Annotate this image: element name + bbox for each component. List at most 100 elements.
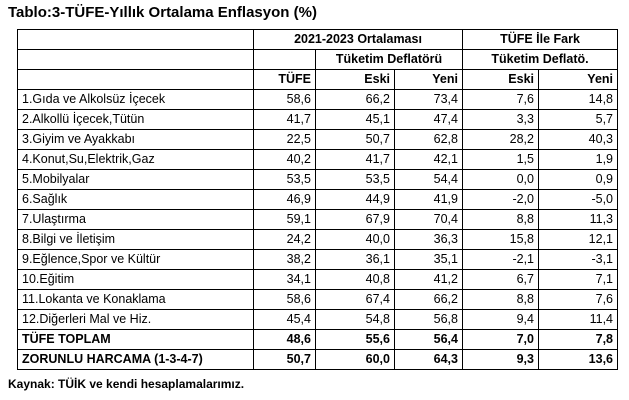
cell-eski: 66,2 <box>315 89 395 110</box>
cell-tufe: 58,6 <box>253 289 316 310</box>
table-row: 1.Gıda ve Alkolsüz İçecek 58,6 66,2 73,4… <box>17 89 619 110</box>
cell-eski: 67,4 <box>315 289 395 310</box>
cell-fark-yeni: 13,6 <box>537 349 619 370</box>
table-row: 8.Bilgi ve İletişim 24,2 40,0 36,3 15,8 … <box>17 229 619 250</box>
row-label: 10.Eğitim <box>17 269 254 290</box>
cell-tufe: 53,5 <box>253 169 316 190</box>
row-label: 5.Mobilyalar <box>17 169 254 190</box>
cell-eski: 67,9 <box>315 209 395 230</box>
cell-eski: 53,5 <box>315 169 395 190</box>
cell-fark-eski: 8,8 <box>462 289 539 310</box>
cell-fark-yeni: 5,7 <box>537 109 619 130</box>
header-row-sub: Tüketim Deflatörü Tüketim Deflatö. <box>17 49 619 70</box>
cell-fark-eski: 3,3 <box>462 109 539 130</box>
cell-fark-yeni: 1,9 <box>537 149 619 170</box>
row-label: ZORUNLU HARCAMA (1-3-4-7) <box>17 349 254 370</box>
cell-eski: 50,7 <box>315 129 395 150</box>
cell-fark-yeni: 7,6 <box>537 289 619 310</box>
header-yeni: Yeni <box>394 69 463 90</box>
row-label: 2.Alkollü İçecek,Tütün <box>17 109 254 130</box>
table-row: 7.Ulaştırma 59,1 67,9 70,4 8,8 11,3 <box>17 209 619 230</box>
cell-fark-eski: 0,0 <box>462 169 539 190</box>
total-row: ZORUNLU HARCAMA (1-3-4-7) 50,7 60,0 64,3… <box>17 349 619 370</box>
total-row: TÜFE TOPLAM 48,6 55,6 56,4 7,0 7,8 <box>17 329 619 350</box>
cell-tufe: 38,2 <box>253 249 316 270</box>
cell-fark-eski: 8,8 <box>462 209 539 230</box>
cell-fark-yeni: 7,1 <box>537 269 619 290</box>
cell-yeni: 36,3 <box>394 229 463 250</box>
table-row: 4.Konut,Su,Elektrik,Gaz 40,2 41,7 42,1 1… <box>17 149 619 170</box>
cell-fark-eski: -2,0 <box>462 189 539 210</box>
table-row: 3.Giyim ve Ayakkabı 22,5 50,7 62,8 28,2 … <box>17 129 619 150</box>
cell-fark-yeni: 11,4 <box>537 309 619 330</box>
header-label-cell <box>17 69 254 90</box>
cell-tufe: 46,9 <box>253 189 316 210</box>
cell-fark-yeni: -3,1 <box>537 249 619 270</box>
cell-tufe: 50,7 <box>253 349 316 370</box>
header-group-average: 2021-2023 Ortalaması <box>253 29 463 50</box>
cell-fark-yeni: 14,8 <box>537 89 619 110</box>
cell-tufe: 58,6 <box>253 89 316 110</box>
row-label: 12.Diğerleri Mal ve Hiz. <box>17 309 254 330</box>
cell-fark-yeni: 0,9 <box>537 169 619 190</box>
header-blank-cell <box>17 49 254 70</box>
cell-tufe: 48,6 <box>253 329 316 350</box>
cell-eski: 40,8 <box>315 269 395 290</box>
header-eski: Eski <box>315 69 395 90</box>
cell-eski: 60,0 <box>315 349 395 370</box>
header-group-difference: TÜFE İle Fark <box>461 29 619 50</box>
header-sub-deflator: Tüketim Deflatörü <box>315 49 463 70</box>
cell-tufe: 45,4 <box>253 309 316 330</box>
cell-fark-yeni: 40,3 <box>537 129 619 150</box>
header-blank-cell <box>253 49 316 70</box>
table-row: 10.Eğitim 34,1 40,8 41,2 6,7 7,1 <box>17 269 619 290</box>
source-note: Kaynak: TÜİK ve kendi hesaplamalarımız. <box>8 377 245 391</box>
table-row: 2.Alkollü İçecek,Tütün 41,7 45,1 47,4 3,… <box>17 109 619 130</box>
cell-fark-eski: 15,8 <box>462 229 539 250</box>
cell-eski: 41,7 <box>315 149 395 170</box>
cell-fark-eski: 1,5 <box>462 149 539 170</box>
cell-yeni: 35,1 <box>394 249 463 270</box>
cell-eski: 55,6 <box>315 329 395 350</box>
cell-yeni: 42,1 <box>394 149 463 170</box>
table-title: Tablo:3-TÜFE-Yıllık Ortalama Enflasyon (… <box>8 4 317 21</box>
cell-fark-eski: 9,4 <box>462 309 539 330</box>
header-tufe: TÜFE <box>253 69 316 90</box>
table-row: 5.Mobilyalar 53,5 53,5 54,4 0,0 0,9 <box>17 169 619 190</box>
inflation-table: 2021-2023 Ortalaması TÜFE İle Fark Tüket… <box>17 29 619 370</box>
header-sub-deflator-short: Tüketim Deflatö. <box>461 49 619 70</box>
cell-eski: 40,0 <box>315 229 395 250</box>
cell-yeni: 70,4 <box>394 209 463 230</box>
row-label: 1.Gıda ve Alkolsüz İçecek <box>17 89 254 110</box>
table-row: 12.Diğerleri Mal ve Hiz. 45,4 54,8 56,8 … <box>17 309 619 330</box>
cell-yeni: 56,8 <box>394 309 463 330</box>
table-row: 9.Eğlence,Spor ve Kültür 38,2 36,1 35,1 … <box>17 249 619 270</box>
cell-tufe: 40,2 <box>253 149 316 170</box>
cell-yeni: 56,4 <box>394 329 463 350</box>
cell-eski: 44,9 <box>315 189 395 210</box>
cell-yeni: 41,2 <box>394 269 463 290</box>
table-row: 6.Sağlık 46,9 44,9 41,9 -2,0 -5,0 <box>17 189 619 210</box>
header-blank-cell <box>17 29 254 50</box>
header-fark-eski: Eski <box>462 69 539 90</box>
table-row: 11.Lokanta ve Konaklama 58,6 67,4 66,2 8… <box>17 289 619 310</box>
cell-tufe: 59,1 <box>253 209 316 230</box>
cell-tufe: 22,5 <box>253 129 316 150</box>
cell-fark-yeni: -5,0 <box>537 189 619 210</box>
cell-tufe: 34,1 <box>253 269 316 290</box>
cell-eski: 45,1 <box>315 109 395 130</box>
cell-yeni: 73,4 <box>394 89 463 110</box>
header-fark-yeni: Yeni <box>537 69 619 90</box>
cell-yeni: 54,4 <box>394 169 463 190</box>
row-label: 3.Giyim ve Ayakkabı <box>17 129 254 150</box>
cell-eski: 54,8 <box>315 309 395 330</box>
row-label: 11.Lokanta ve Konaklama <box>17 289 254 310</box>
cell-fark-eski: 28,2 <box>462 129 539 150</box>
cell-yeni: 47,4 <box>394 109 463 130</box>
header-row-columns: TÜFE Eski Yeni Eski Yeni <box>17 69 619 90</box>
cell-yeni: 66,2 <box>394 289 463 310</box>
cell-tufe: 24,2 <box>253 229 316 250</box>
cell-fark-eski: 7,6 <box>462 89 539 110</box>
cell-fark-eski: 7,0 <box>462 329 539 350</box>
